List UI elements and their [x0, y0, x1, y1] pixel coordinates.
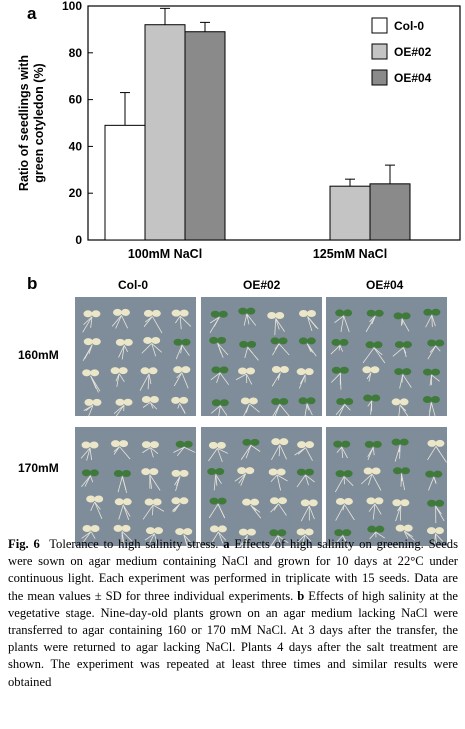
y-tick-label: 100: [62, 0, 82, 13]
row-label-160mm: 160mM: [18, 348, 59, 362]
y-axis-label: Ratio of seedlings with: [17, 55, 31, 191]
column-label-oe02: OE#02: [243, 278, 281, 292]
bar-OE#04-1: [369, 183, 411, 241]
legend-swatch: [371, 43, 388, 60]
panel-a-label: a: [27, 4, 37, 23]
caption-fig-label: Fig. 6: [8, 537, 40, 551]
bar-OE#04-0: [184, 31, 226, 241]
y-axis-label-line-2: green cotyledon (%): [32, 63, 46, 182]
caption-a-text: Effects of high salinity on greening. Se…: [8, 537, 459, 603]
seedling-photo: [326, 427, 447, 546]
legend-swatch: [371, 17, 388, 34]
caption-b-label: b: [297, 588, 305, 603]
legend-label: OE#02: [394, 45, 432, 59]
legend-label: OE#04: [394, 71, 432, 85]
legend-label: Col-0: [394, 19, 424, 33]
greening-bar-chart: 0 20 40 60 80 100 Ratio of seedlings with green…: [17, 0, 461, 261]
caption-b-text: Effects of high salinity at the vegetati…: [8, 588, 458, 689]
panel-b-label: b: [27, 274, 38, 293]
legend-swatch: [371, 69, 388, 86]
seedling-photo: [75, 427, 196, 546]
seedling-photo: [326, 297, 447, 416]
bar-OE#02-0: [144, 24, 186, 241]
y-tick-label: 0: [75, 233, 82, 247]
figure-caption: Fig. 6 Tolerance to high salinity stress…: [8, 536, 458, 691]
plot-frame: [87, 5, 461, 241]
caption-a-label: a: [223, 537, 230, 551]
y-tick-label: 20: [69, 186, 83, 200]
seedling-photo: [201, 297, 322, 416]
column-label-col-0: Col-0: [118, 278, 148, 292]
y-tick-label: 60: [69, 93, 83, 107]
caption-title: Tolerance to high salinity stress.: [49, 537, 219, 551]
x-category-label: 100mM NaCl: [128, 247, 202, 261]
bar-OE#02-1: [329, 185, 371, 241]
y-tick-label: 40: [69, 139, 83, 153]
seedling-photo: [201, 427, 322, 546]
photo-panel: b Col-0 OE#02 OE#04 160mM 170mM: [0, 270, 465, 546]
bar-Col-0-0: [104, 124, 146, 241]
column-label-oe04: OE#04: [366, 278, 404, 292]
seedling-photo: [75, 297, 196, 416]
y-tick-label: 80: [69, 46, 83, 60]
row-label-170mm: 170mM: [18, 461, 59, 475]
x-category-label: 125mM NaCl: [313, 247, 387, 261]
